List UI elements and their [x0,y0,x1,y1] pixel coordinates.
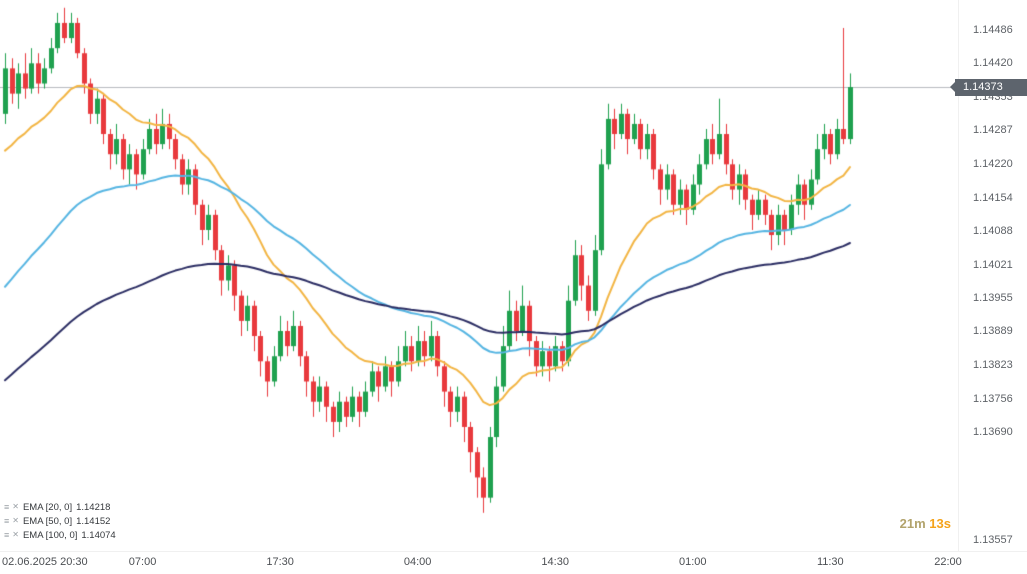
price-axis-bottom-label: 1.13557 [973,534,1013,546]
indicator-value: 1.14218 [76,501,111,513]
time-axis[interactable]: 02.06.2025 20:30 07:00 17:30 04:00 14:30 01:0… [0,551,1027,574]
countdown-seconds: 13s [929,516,951,531]
price-axis-tick-label: 1.14088 [973,224,1013,237]
indicator-settings-icon[interactable]: ≡ [4,529,10,540]
price-axis-tick-label: 1.13690 [973,425,1013,438]
time-axis-label: 02.06.2025 20:30 [2,556,88,568]
time-axis-label: 04:00 [403,556,432,568]
price-axis-tick-label: 1.14220 [973,158,1013,171]
current-price-value: 1.14373 [963,80,1003,93]
price-axis-tick-label: 1.14287 [973,124,1013,137]
price-axis-tick-label: 1.13889 [973,325,1013,338]
current-price-badge: 1.14373 [950,78,1027,96]
price-axis-tick-label: 1.14154 [973,191,1013,204]
indicator-remove-icon[interactable]: ✕ [12,516,19,525]
price-axis-tick-label: 1.13756 [973,392,1013,405]
candle-countdown: 21m 13s [900,516,951,531]
price-axis-tick-label: 1.13955 [973,292,1013,305]
indicator-settings-icon[interactable]: ≡ [4,501,10,512]
indicator-legend-row: ≡ ✕ EMA [20, 0] 1.14218 [4,500,116,514]
candlestick-chart-canvas[interactable] [0,0,958,551]
indicator-settings-icon[interactable]: ≡ [4,515,10,526]
indicator-value: 1.14152 [76,515,111,527]
time-axis-label: 22:00 [934,556,962,568]
time-axis-label: 07:00 [128,556,157,568]
price-axis-tick-label: 1.14486 [973,24,1013,36]
indicator-legend: ≡ ✕ EMA [20, 0] 1.14218 ≡ ✕ EMA [50, 0] 1.14152… [4,500,116,542]
indicator-label: EMA [20, 0] [22,501,73,513]
price-axis-tick-label: 1.13823 [973,358,1013,371]
indicator-label: EMA [100, 0] [22,529,78,541]
time-axis-label: 01:00 [678,556,707,568]
time-axis-label: 17:30 [266,556,294,568]
countdown-minutes: 21m [899,516,926,531]
time-axis-label: 14:30 [541,556,569,568]
price-axis-tick-label: 1.14420 [973,57,1013,70]
indicator-remove-icon[interactable]: ✕ [12,502,19,511]
time-axis-label: 11:30 [816,556,844,568]
indicator-legend-row: ≡ ✕ EMA [50, 0] 1.14152 [4,514,116,528]
indicator-legend-row: ≡ ✕ EMA [100, 0] 1.14074 [4,528,116,542]
indicator-value: 1.14074 [81,529,116,541]
indicator-label: EMA [50, 0] [22,515,73,527]
indicator-remove-icon[interactable]: ✕ [12,530,19,539]
price-axis-tick-label: 1.14021 [973,258,1013,271]
